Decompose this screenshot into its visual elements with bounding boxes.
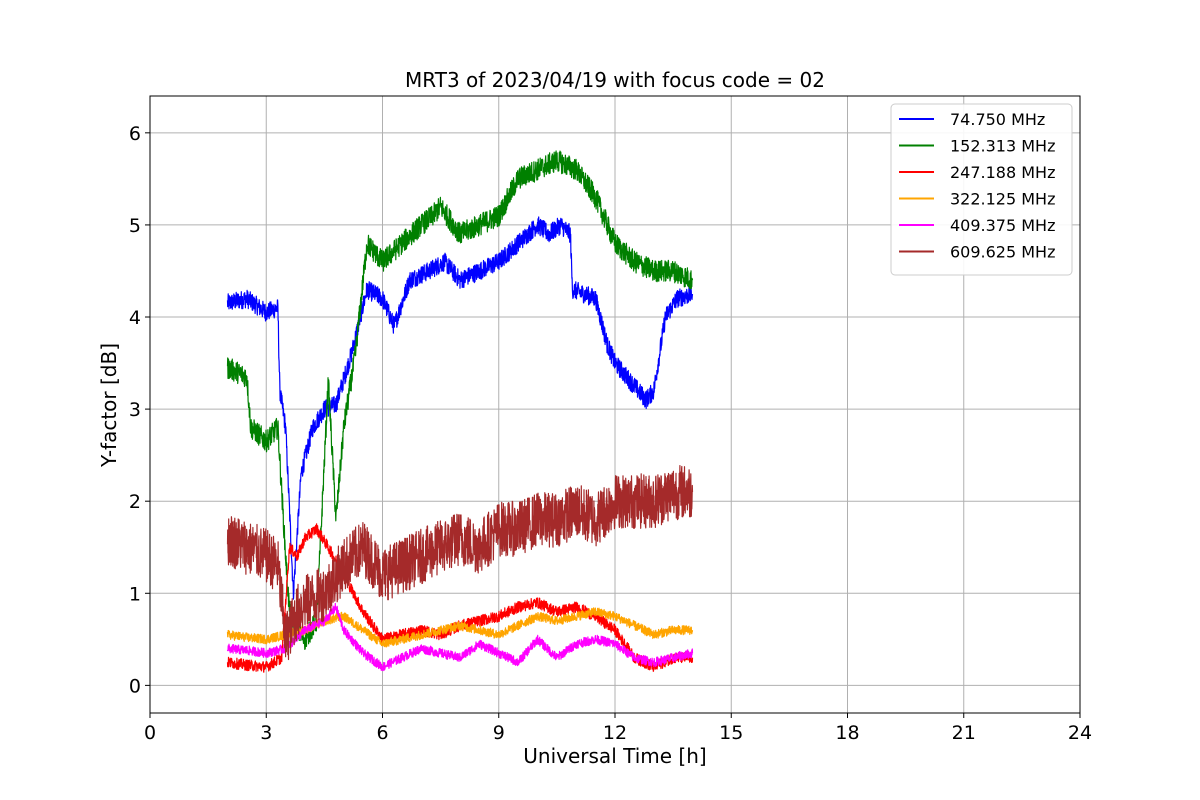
- legend-label: 152.313 MHz: [950, 137, 1055, 156]
- series-line-0: [226, 216, 694, 600]
- legend-label: 409.375 MHz: [950, 216, 1055, 235]
- legend-label: 322.125 MHz: [950, 190, 1055, 209]
- x-tick-label: 15: [719, 722, 743, 744]
- y-tick-label: 6: [129, 123, 141, 145]
- series-line-4: [226, 602, 694, 672]
- x-axis: 0 3 6 9 12 15 18 21 24: [144, 713, 1092, 744]
- y-tick-label: 1: [129, 583, 141, 605]
- y-tick-label: 3: [129, 399, 141, 421]
- x-tick-label: 18: [835, 722, 859, 744]
- series-layer: [226, 150, 694, 673]
- legend: 74.750 MHz 152.313 MHz 247.188 MHz 322.125 …: [890, 103, 1073, 276]
- legend-label: 74.750 MHz: [950, 110, 1045, 129]
- y-tick-label: 0: [129, 675, 141, 697]
- legend-box: [890, 103, 1073, 276]
- x-axis-label: Universal Time [h]: [523, 744, 706, 768]
- chart-title: MRT3 of 2023/04/19 with focus code = 02: [405, 68, 825, 92]
- x-tick-label: 0: [144, 722, 156, 744]
- series-line-3: [226, 607, 694, 648]
- legend-label: 609.625 MHz: [950, 243, 1055, 262]
- y-tick-label: 5: [129, 215, 141, 237]
- y-tick-label: 2: [129, 491, 141, 513]
- legend-label: 247.188 MHz: [950, 163, 1055, 182]
- y-tick-label: 4: [129, 307, 141, 329]
- x-tick-label: 24: [1068, 722, 1092, 744]
- series-line-1: [226, 150, 694, 651]
- x-tick-label: 6: [376, 722, 388, 744]
- y-axis: 0 1 2 3 4 5 6: [129, 123, 150, 697]
- x-tick-label: 12: [603, 722, 627, 744]
- x-tick-label: 21: [952, 722, 976, 744]
- y-axis-label: Y-factor [dB]: [97, 343, 121, 468]
- x-tick-label: 9: [493, 722, 505, 744]
- x-tick-label: 3: [260, 722, 272, 744]
- series-line-5: [226, 465, 694, 661]
